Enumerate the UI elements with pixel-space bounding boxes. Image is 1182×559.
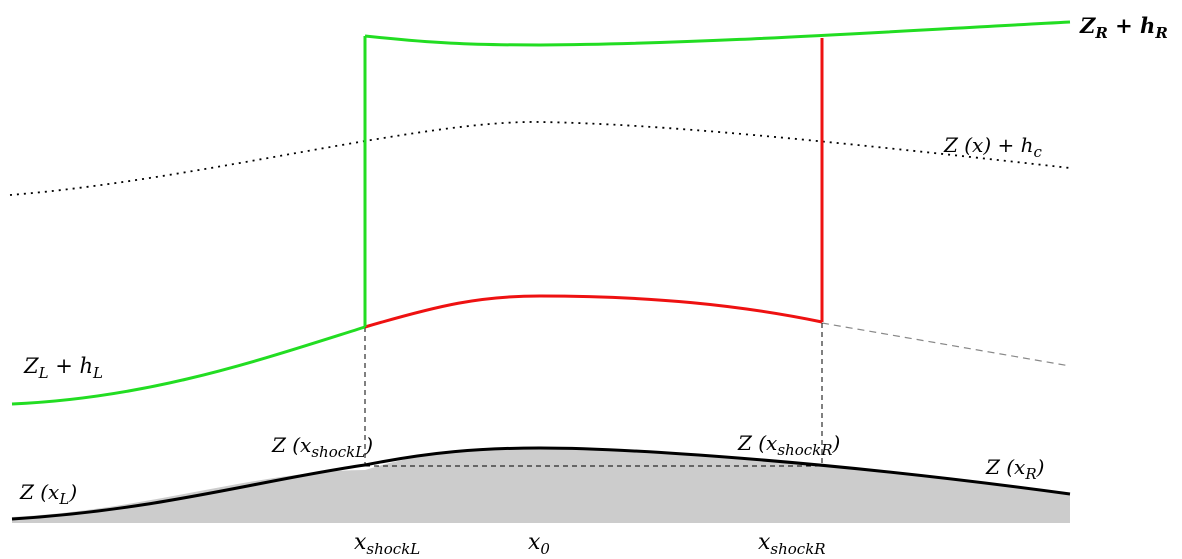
supercritical-surface-curve: [364, 294, 823, 329]
label-x-shockR: xshockR: [758, 530, 826, 558]
downstream-surface-curve: [364, 20, 1071, 47]
label-critical-depth: Z (x) + hc: [943, 133, 1043, 161]
label-z-xR: Z (xR): [985, 455, 1044, 483]
bed-profile-line: [11, 446, 1071, 521]
label-z-shockL: Z (xshockL): [271, 433, 373, 461]
label-z-shockR: Z (xshockR): [737, 431, 840, 459]
label-x0: x0: [528, 530, 550, 558]
label-zr-hr: ZR + hR: [1079, 13, 1168, 42]
supercritical-extension-dashed: [821, 322, 1071, 367]
bed-fill: [12, 448, 1070, 523]
label-zl-hl: ZL + hL: [23, 354, 103, 382]
label-x-shockL: xshockL: [354, 530, 420, 558]
critical-depth-curve: [9, 121, 1071, 196]
label-z-xL: Z (xL): [19, 480, 77, 508]
upstream-surface-curve: [11, 325, 366, 406]
